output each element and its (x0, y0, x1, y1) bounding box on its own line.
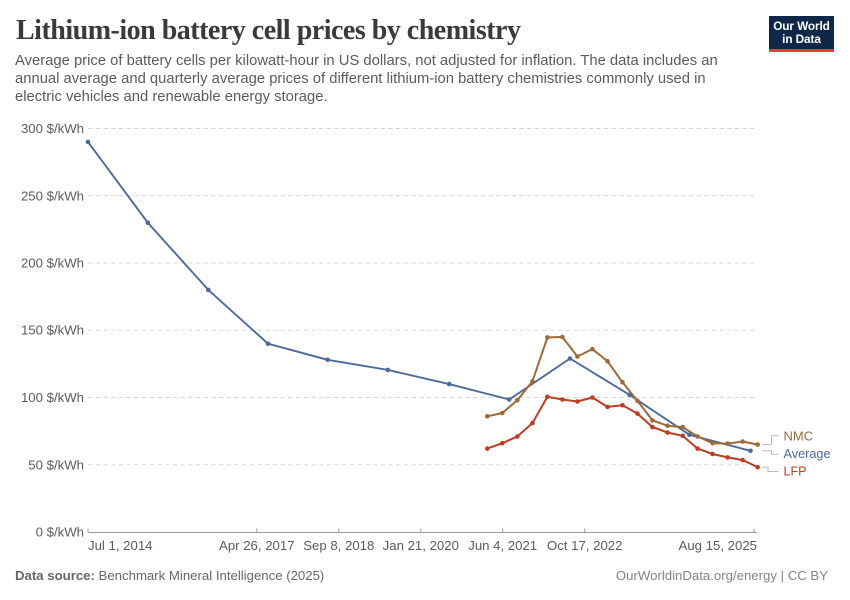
svg-text:Jul 1, 2014: Jul 1, 2014 (88, 538, 153, 553)
svg-text:Aug 15, 2025: Aug 15, 2025 (679, 538, 757, 553)
svg-text:150 $/kWh: 150 $/kWh (21, 323, 84, 338)
svg-text:Average: Average (784, 447, 831, 461)
svg-text:Jun 4, 2021: Jun 4, 2021 (468, 538, 537, 553)
svg-text:Sep 8, 2018: Sep 8, 2018 (303, 538, 374, 553)
svg-text:50 $/kWh: 50 $/kWh (28, 457, 84, 472)
svg-text:250 $/kWh: 250 $/kWh (21, 188, 84, 203)
svg-text:300 $/kWh: 300 $/kWh (21, 121, 84, 136)
svg-text:Jan 21, 2020: Jan 21, 2020 (383, 538, 459, 553)
svg-text:Oct 17, 2022: Oct 17, 2022 (547, 538, 623, 553)
svg-text:Apr 26, 2017: Apr 26, 2017 (219, 538, 295, 553)
svg-text:0 $/kWh: 0 $/kWh (36, 525, 84, 540)
svg-text:NMC: NMC (784, 428, 814, 443)
svg-text:100 $/kWh: 100 $/kWh (21, 390, 84, 405)
svg-text:200 $/kWh: 200 $/kWh (21, 256, 84, 271)
svg-text:LFP: LFP (784, 465, 807, 479)
